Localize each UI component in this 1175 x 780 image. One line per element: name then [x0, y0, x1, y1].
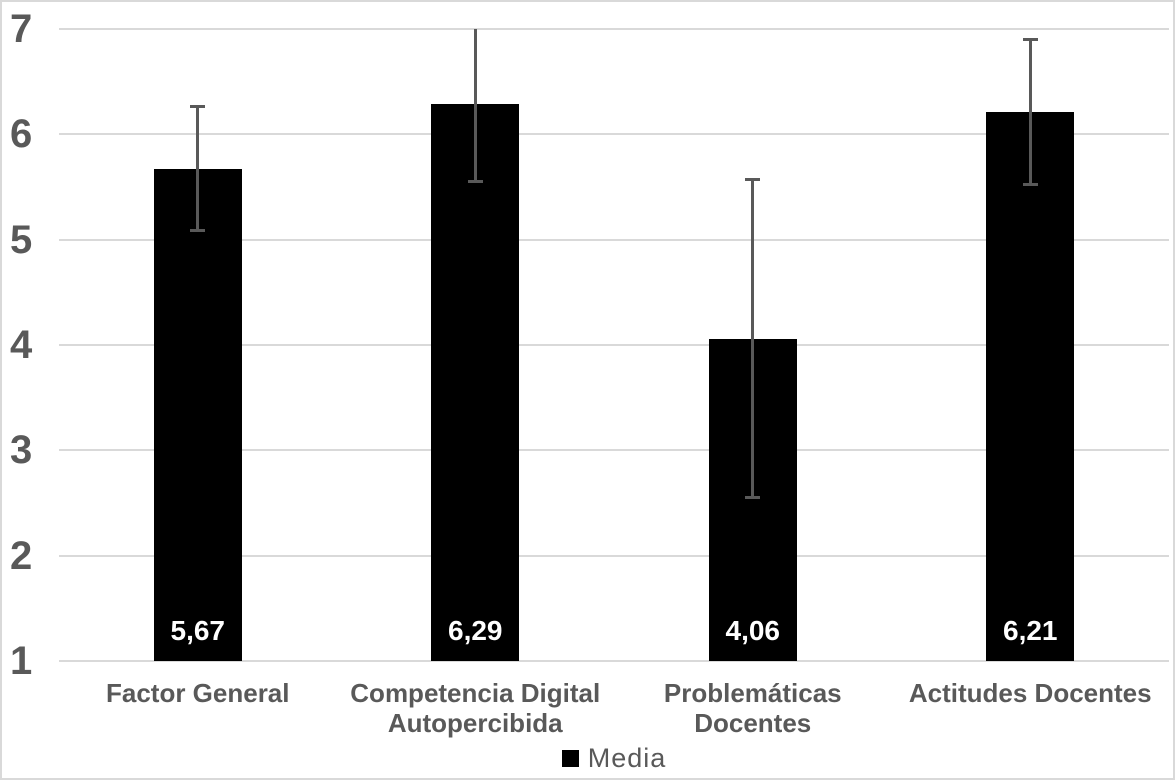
gridline — [59, 133, 1169, 136]
y-tick-label: 3 — [10, 428, 33, 473]
gridline — [59, 449, 1169, 452]
y-tick-label: 7 — [10, 7, 33, 51]
bar — [986, 112, 1075, 661]
gridline — [59, 554, 1169, 557]
legend: Media — [59, 743, 1169, 773]
x-axis-category-labels: Factor General Competencia Digital Autope… — [59, 663, 1169, 738]
y-tick-label: 1 — [10, 639, 33, 683]
y-tick-label: 6 — [10, 112, 33, 157]
bar-value-label: 5,67 — [170, 615, 226, 646]
plot-area: 5,67 6,29 4,06 6,21 — [59, 28, 1169, 662]
gridline — [59, 28, 1169, 30]
bar-value-label: 6,21 — [1003, 615, 1058, 646]
gridline — [59, 238, 1169, 241]
legend-swatch-media — [561, 749, 579, 767]
gridline — [59, 660, 1169, 662]
bar-value-label: 6,29 — [448, 615, 503, 646]
error-bar-cap — [190, 228, 206, 232]
bar — [153, 169, 242, 661]
error-bar-cap — [467, 180, 483, 184]
category-label: Actitudes Docentes — [908, 678, 1152, 708]
error-bar — [751, 179, 755, 498]
error-bar — [1028, 39, 1032, 185]
bar-value-label: 4,06 — [725, 615, 781, 646]
category-label: Factor General — [105, 678, 290, 708]
gridline — [59, 344, 1169, 346]
error-bar — [473, 29, 477, 182]
error-bar-cap — [1022, 38, 1038, 42]
error-bar — [196, 106, 200, 231]
error-bar-cap — [1022, 183, 1038, 187]
error-bar-cap — [745, 496, 761, 500]
y-tick-label: 5 — [10, 217, 33, 262]
category-label: Problemáticas Docentes — [663, 678, 842, 738]
category-label: Competencia Digital Autopercibida — [350, 678, 601, 738]
error-bar-cap — [190, 105, 206, 109]
error-bar-cap — [745, 178, 761, 182]
legend-label-media: Media — [587, 742, 667, 773]
bar — [431, 103, 520, 661]
y-tick-label: 4 — [10, 323, 33, 367]
y-tick-label: 2 — [10, 533, 33, 578]
